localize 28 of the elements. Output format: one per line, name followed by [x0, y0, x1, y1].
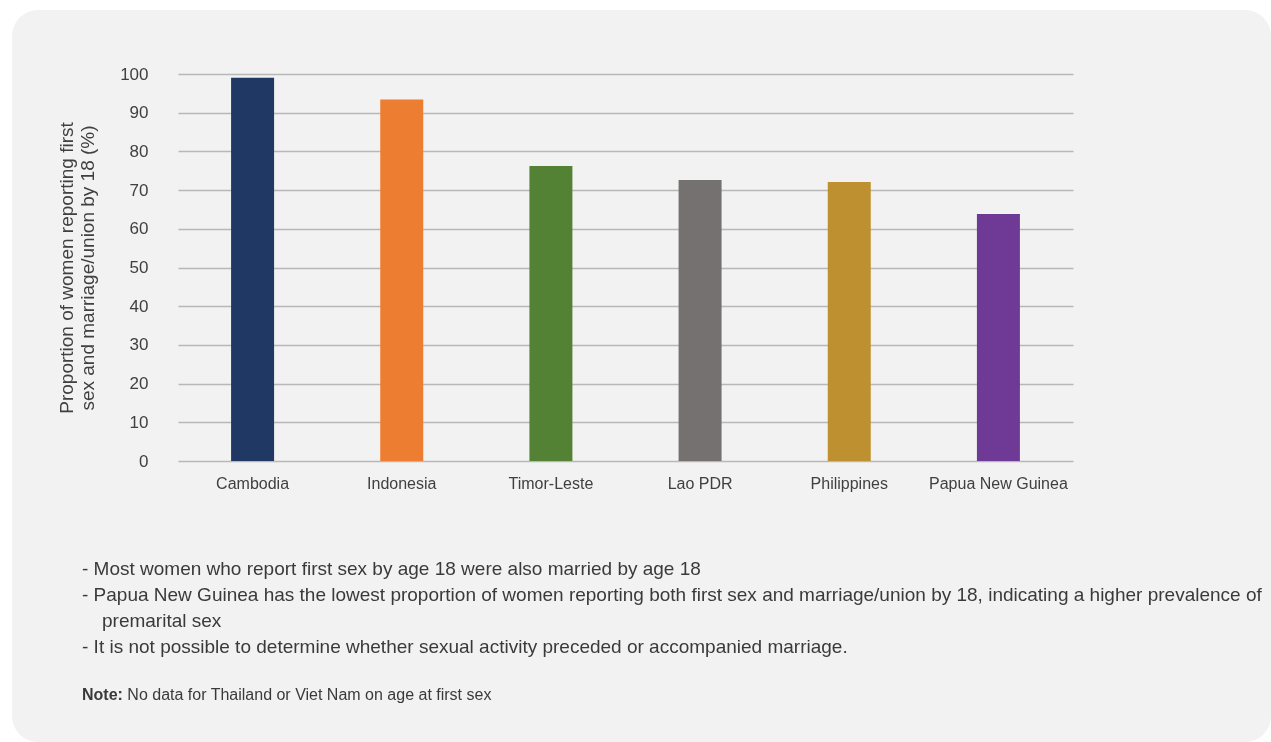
- text: - Most women who report first sex by age 18 were also married by age 18: [82, 557, 702, 581]
- bar: [827, 181, 871, 461]
- bar: [380, 99, 424, 461]
- y-tick-label: 50: [129, 258, 149, 277]
- text: Note: No data for Thailand or Viet Nam on age at first sex: [82, 685, 493, 705]
- y-tick-label: 10: [129, 412, 149, 432]
- y-tick-label: 80: [129, 141, 149, 161]
- y-tick-label: 100: [120, 64, 149, 84]
- text: - Papua New Guinea has the lowest proportion of women reporting both first sex and marriage/union by 18, indicating a higher prevalence of premarital sex: [82, 583, 1262, 633]
- x-tick-label: Cambodia: [216, 474, 290, 492]
- x-tick-label: Timor-Leste: [508, 474, 594, 492]
- bar: [678, 180, 722, 461]
- bar: [976, 214, 1020, 461]
- y-tick-label: 20: [129, 374, 149, 394]
- y-tick-label: 0: [139, 451, 149, 471]
- y-axis-title: Proportion of women reporting first sex and marriage/union by 18 (%): [56, 121, 99, 414]
- x-tick-label: Indonesia: [367, 474, 437, 492]
- y-tick-label: 60: [129, 219, 149, 239]
- y-tick-label: 90: [129, 103, 149, 123]
- x-tick-label: Papua New Guinea: [929, 474, 1068, 492]
- x-tick-label: Lao PDR: [667, 474, 733, 492]
- y-tick-label: 70: [129, 180, 149, 200]
- y-tick-label: 30: [129, 335, 149, 355]
- x-tick-label: Philippines: [810, 474, 888, 492]
- bar: [529, 166, 573, 461]
- text: - It is not possible to determine whether sexual activity preceded or accompanied marriage.: [82, 635, 849, 659]
- bar: [231, 77, 275, 461]
- y-tick-label: 40: [129, 296, 149, 316]
